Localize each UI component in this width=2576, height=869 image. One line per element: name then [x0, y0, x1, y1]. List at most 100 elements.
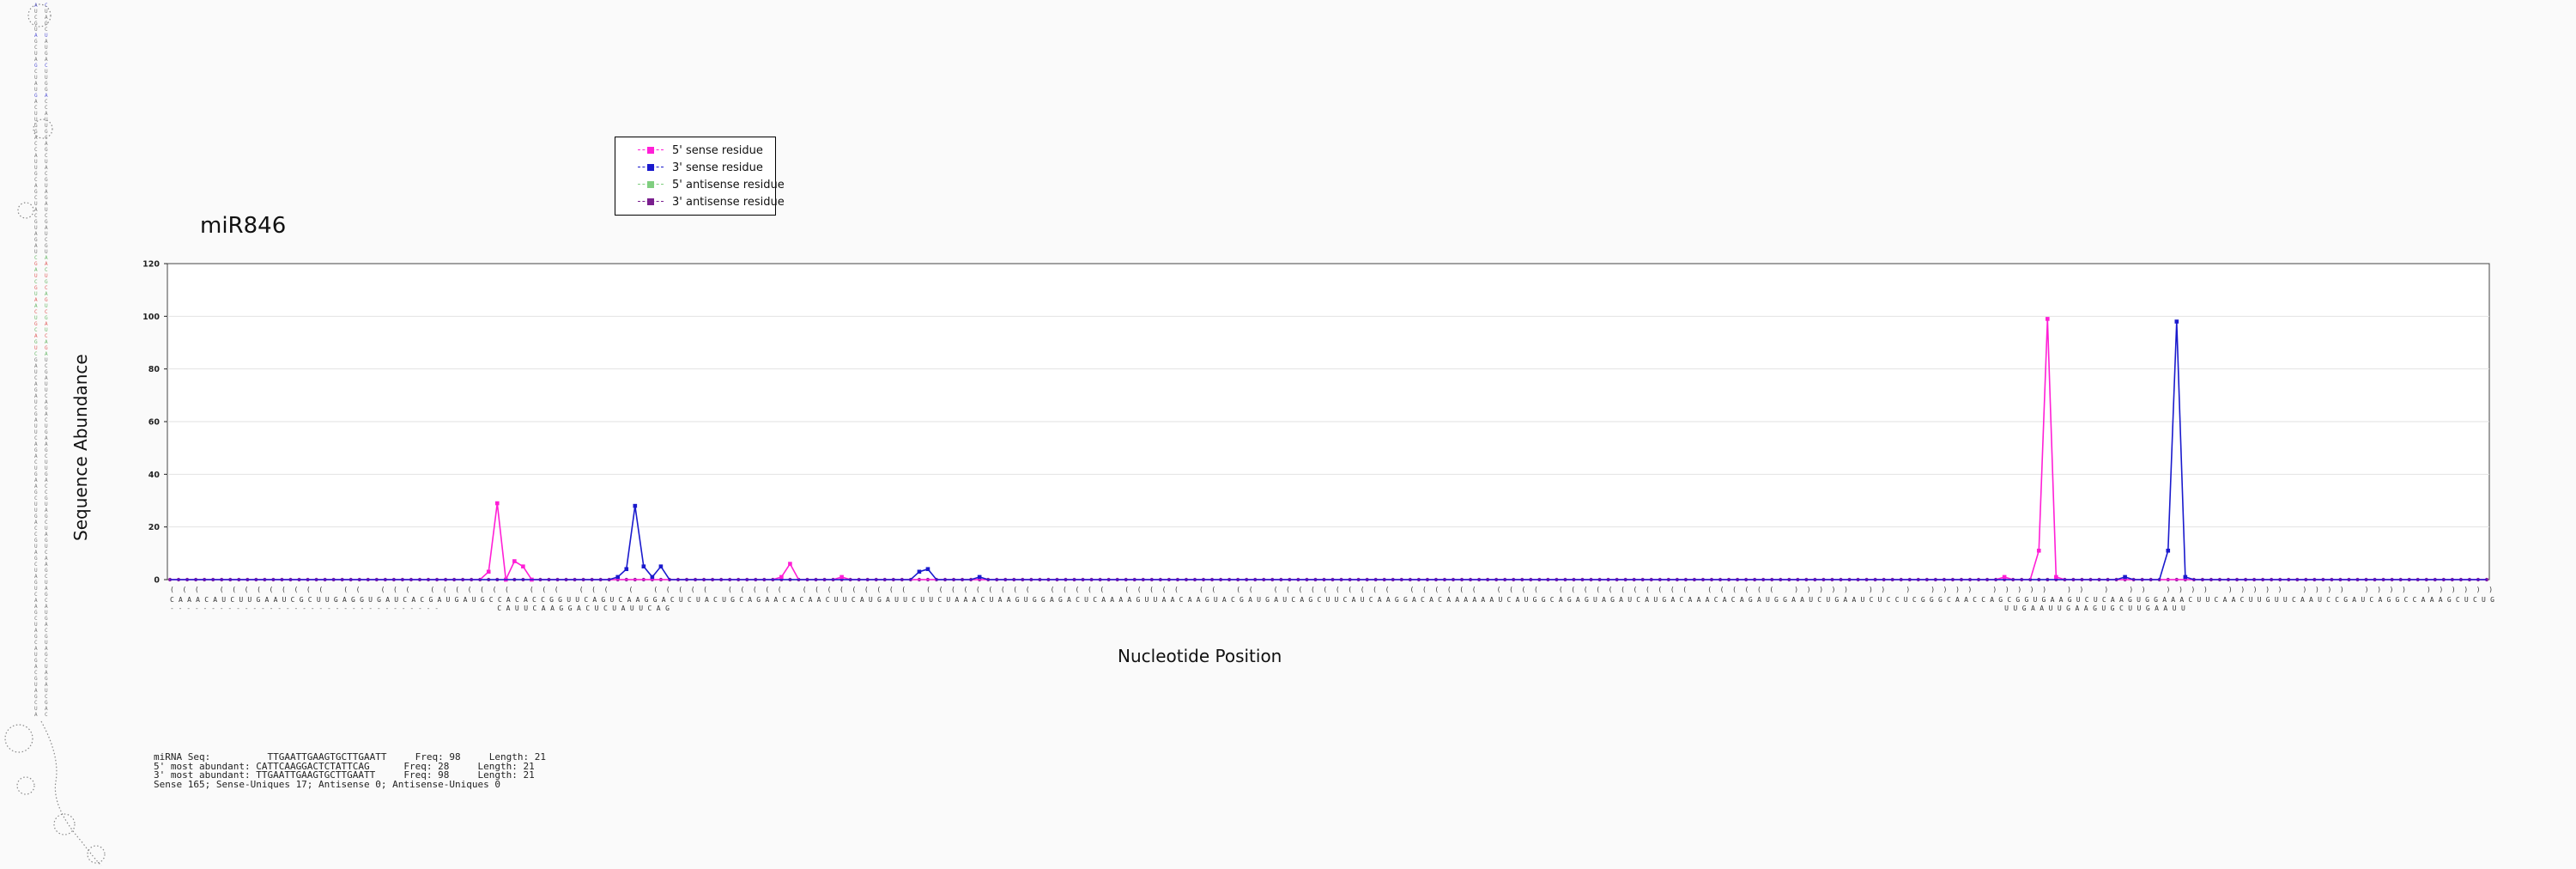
structure-base: G — [45, 21, 48, 27]
stats-mirna-seq: miRNA Seq: TTGAATTGAAGTGCTTGAATT Freq: 9… — [154, 751, 546, 763]
structure-base: A — [45, 411, 48, 417]
structure-base: A — [45, 321, 48, 327]
data-point — [2054, 574, 2058, 580]
structure-base: A — [34, 393, 38, 399]
structure-base: C — [34, 141, 38, 147]
structure-base: A — [45, 291, 48, 297]
structure-base: A — [34, 363, 38, 369]
structure-base: G — [45, 147, 48, 153]
structure-base: A — [34, 453, 38, 459]
structure-base: G — [45, 315, 48, 321]
structure-base: A — [34, 231, 38, 237]
structure-base: A — [45, 189, 48, 195]
structure-base: C — [45, 171, 48, 177]
antisense-3p-label: UUGAAUUGAAGUGCUUGAAUU — [2004, 605, 2185, 612]
structure-base: A — [45, 586, 48, 592]
structure-base: C — [34, 375, 38, 381]
structure-base: C — [34, 459, 38, 465]
structure-base: U — [45, 664, 48, 670]
legend-item-5p-antisense: 5' antisense residue — [638, 178, 785, 191]
structure-base: C — [45, 309, 48, 315]
structure-base: U — [34, 75, 38, 81]
structure-base: C — [45, 574, 48, 580]
structure-base: U — [45, 423, 48, 429]
legend-swatch-5p-antisense — [638, 179, 664, 190]
data-point — [641, 564, 646, 568]
data-point — [658, 564, 664, 568]
structure-base: U — [45, 688, 48, 694]
structure-loop — [17, 202, 34, 219]
structure-base: A — [45, 441, 48, 447]
structure-base: U — [45, 183, 48, 189]
structure-base: G — [34, 237, 38, 243]
structure-base: C — [45, 658, 48, 664]
structure-base: U — [34, 273, 38, 279]
structure-base: C — [45, 27, 48, 33]
structure-base: A — [45, 141, 48, 147]
structure-loop — [16, 776, 35, 795]
structure-base: A — [34, 688, 38, 694]
structure-base: U — [34, 117, 38, 123]
structure-base: C — [45, 237, 48, 243]
structure-base: G — [45, 195, 48, 201]
structure-base: G — [34, 21, 38, 27]
structure-base: U — [45, 465, 48, 471]
stats-5p-most-abundant: 5' most abundant: CATTCAAGGACTCTATTCAG F… — [154, 760, 535, 772]
structure-base: A — [34, 381, 38, 387]
structure-base: A — [45, 339, 48, 345]
sequence-row: CAAACAUCUUGAAUCGCUUGAGGUGAUCACGAUGAUGCCA… — [170, 596, 2498, 604]
data-point — [633, 503, 638, 508]
stats-3p-most-abundant: 3' most abundant: TTGAATTGAAGTGCTTGAATT … — [154, 769, 535, 781]
structure-base: A — [34, 183, 38, 189]
structure-base: A — [34, 477, 38, 483]
structure-base: G — [45, 219, 48, 225]
structure-base: G — [45, 405, 48, 411]
structure-base: G — [34, 471, 38, 477]
structure-base: G — [45, 129, 48, 135]
structure-base: A — [34, 574, 38, 580]
structure-loop — [87, 845, 106, 864]
structure-base: U — [34, 225, 38, 231]
structure-base: C — [45, 550, 48, 556]
structure-base: G — [34, 63, 38, 69]
structure-base: G — [34, 447, 38, 453]
legend-item-3p-sense: 3' sense residue — [638, 161, 763, 174]
structure-base: G — [34, 610, 38, 616]
structure-base: C — [45, 489, 48, 495]
structure-base: U — [34, 423, 38, 429]
data-point — [2036, 548, 2041, 553]
structure-base: C — [34, 213, 38, 219]
structure-base: A — [45, 706, 48, 712]
data-point — [917, 569, 922, 574]
structure-base: U — [34, 345, 38, 351]
structure-base: U — [34, 507, 38, 514]
structure-base: G — [34, 189, 38, 195]
structure-base: A — [34, 297, 38, 303]
structure-base: A — [34, 33, 38, 39]
data-point — [839, 574, 844, 580]
structure-base: G — [34, 93, 38, 99]
structure-base: A — [45, 255, 48, 261]
structure-base: G — [34, 39, 38, 45]
legend-item-3p-antisense: 3' antisense residue — [638, 195, 785, 209]
legend-swatch-3p-sense — [638, 162, 664, 173]
structure-base: A — [34, 3, 38, 9]
legend-label-5p-sense: 5' sense residue — [672, 143, 763, 157]
structure-base: U — [34, 622, 38, 628]
structure-base: U — [34, 706, 38, 712]
structure-base: G — [45, 700, 48, 706]
structure-loop — [33, 118, 53, 139]
structure-base: A — [34, 153, 38, 159]
structure-base: A — [34, 99, 38, 105]
chart-title: miR846 — [200, 213, 287, 239]
data-point — [2002, 574, 2007, 580]
structure-base: A — [34, 207, 38, 213]
structure-base: A — [45, 165, 48, 171]
structure-base: A — [34, 267, 38, 273]
structure-base: G — [45, 568, 48, 574]
secondary-structure-diagram: A CU UC AG GU CA UG AC UU GA AG CC UU UA GU GG AA CC CU AU U… — [4, 3, 106, 866]
structure-base: U — [34, 249, 38, 255]
structure-base: U — [34, 501, 38, 507]
structure-base: U — [45, 231, 48, 237]
legend-label-5p-antisense: 5' antisense residue — [672, 178, 785, 191]
